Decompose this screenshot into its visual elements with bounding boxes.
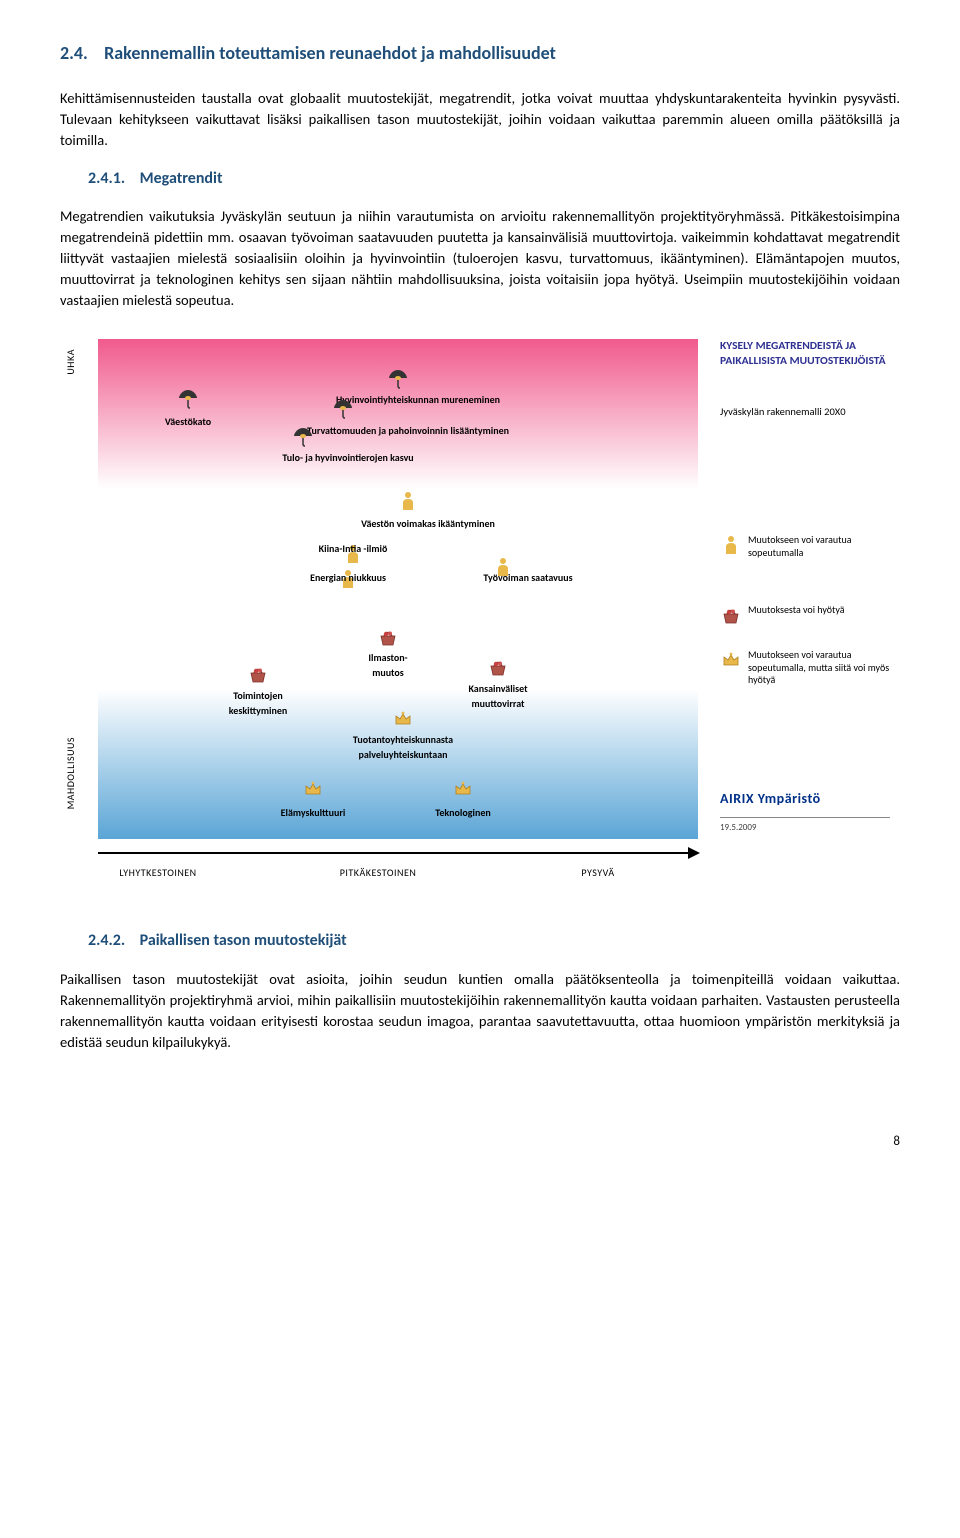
legend-item: Muutokseen voi varautua sopeutumalla bbox=[720, 534, 890, 559]
basket-icon bbox=[720, 604, 742, 626]
chart-point-label: Energian niukkuus bbox=[310, 571, 386, 586]
source-brand: AIRIX Ympäristö bbox=[720, 789, 890, 809]
x-axis-tick: PITKÄKESTOINEN bbox=[340, 866, 417, 881]
x-axis: LYHYTKESTOINENPITKÄKESTOINENPYSYVÄ bbox=[98, 844, 698, 866]
megatrend-chart: UHKA MAHDOLLISUUS Väestökato Hyvinvointiy… bbox=[60, 329, 900, 889]
crown-icon bbox=[452, 778, 474, 800]
subsection-1-title: Megatrendit bbox=[140, 169, 223, 188]
chart-point-label: Tuotantoyhteiskunnastapalveluyhteiskunta… bbox=[353, 733, 453, 762]
crown-icon bbox=[392, 708, 414, 730]
chart-point-label: Kansainvälisetmuuttovirrat bbox=[468, 682, 527, 711]
chart-subtitle: Jyväskylän rakennemalli 20X0 bbox=[720, 404, 890, 419]
person-icon bbox=[720, 534, 742, 556]
person-icon bbox=[397, 490, 419, 512]
y-axis-top-label: UHKA bbox=[64, 349, 79, 375]
legend-text: Muutokseen voi varautua sopeutumalla bbox=[748, 534, 890, 559]
section-intro: Kehittämisennusteiden taustalla ovat glo… bbox=[60, 88, 900, 151]
chart-plot-area: Väestökato Hyvinvointiyhteiskunnan murene… bbox=[98, 339, 698, 839]
basket-icon bbox=[377, 626, 399, 648]
x-axis-arrow-icon bbox=[98, 852, 698, 854]
chart-point-label: Väestön voimakas ikääntyminen bbox=[361, 517, 495, 532]
legend-text: Muutoksesta voi hyötyä bbox=[748, 604, 890, 617]
subsection-1-body: Megatrendien vaikutuksia Jyväskylän seut… bbox=[60, 206, 900, 311]
source-date: 19.5.2009 bbox=[720, 817, 890, 834]
basket-icon bbox=[487, 656, 509, 678]
chart-point-label: Työvoiman saatavuus bbox=[483, 571, 572, 586]
section-num: 2.4. bbox=[60, 42, 88, 64]
subsection-1-num: 2.4.1. bbox=[88, 169, 125, 188]
umbrella-icon bbox=[387, 368, 409, 390]
umbrella-icon bbox=[292, 426, 314, 448]
section-heading: 2.4. Rakennemallin toteuttamisen reunaeh… bbox=[60, 40, 900, 66]
x-axis-tick: LYHYTKESTOINEN bbox=[119, 866, 196, 881]
chart-point-label: Hyvinvointiyhteiskunnan mureneminen bbox=[336, 393, 500, 408]
legend-item: Muutokseen voi varautua sopeutumalla, mu… bbox=[720, 649, 890, 687]
subsection-2-num: 2.4.2. bbox=[88, 931, 125, 950]
x-axis-tick: PYSYVÄ bbox=[581, 866, 614, 881]
umbrella-icon bbox=[332, 398, 354, 420]
chart-point-label: Väestökato bbox=[165, 415, 211, 430]
page-number: 8 bbox=[60, 1133, 900, 1152]
chart-point-label: Kiina-Intia -ilmiö bbox=[319, 542, 388, 557]
chart-point-label: Toimintojenkeskittyminen bbox=[229, 689, 287, 718]
chart-point-label: Tulo- ja hyvinvointierojen kasvu bbox=[282, 451, 413, 466]
chart-point-label: Turvattomuuden ja pahoinvoinnin lisäänty… bbox=[307, 424, 509, 439]
chart-point-label: Elämyskulttuuri bbox=[281, 806, 346, 821]
chart-title: KYSELY MEGATRENDEISTÄ JA PAIKALLISISTA M… bbox=[720, 339, 890, 369]
crown-icon bbox=[720, 649, 742, 671]
subsection-2-body: Paikallisen tason muutostekijät ovat asi… bbox=[60, 969, 900, 1053]
threat-band bbox=[98, 339, 698, 489]
legend-text: Muutokseen voi varautua sopeutumalla, mu… bbox=[748, 649, 890, 687]
legend-item: Muutoksesta voi hyötyä bbox=[720, 604, 890, 626]
umbrella-icon bbox=[177, 388, 199, 410]
subsection-1-heading: 2.4.1. Megatrendit bbox=[88, 167, 900, 190]
chart-point-label: Ilmaston-muutos bbox=[368, 651, 407, 680]
chart-point-label: Teknologinen bbox=[435, 806, 490, 821]
crown-icon bbox=[302, 778, 324, 800]
y-axis-bottom-label: MAHDOLLISUUS bbox=[64, 737, 79, 809]
section-title: Rakennemallin toteuttamisen reunaehdot j… bbox=[104, 42, 556, 64]
subsection-2-title: Paikallisen tason muutostekijät bbox=[140, 931, 347, 950]
subsection-2-heading: 2.4.2. Paikallisen tason muutostekijät bbox=[88, 929, 900, 952]
basket-icon bbox=[247, 663, 269, 685]
chart-source: AIRIX Ympäristö 19.5.2009 bbox=[720, 789, 890, 834]
